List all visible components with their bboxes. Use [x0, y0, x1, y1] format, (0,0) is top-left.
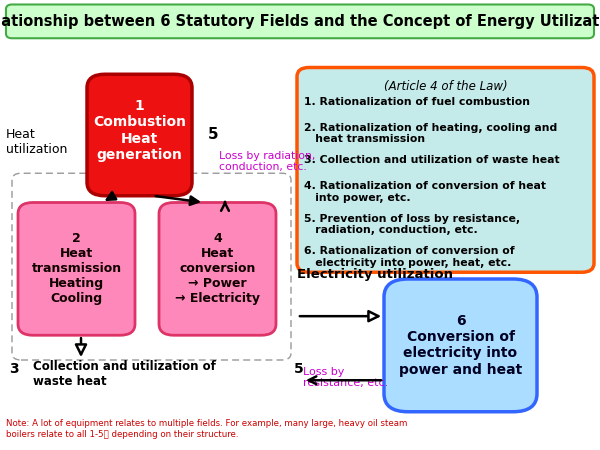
Text: 5: 5 [294, 362, 304, 376]
Text: Relationship between 6 Statutory Fields and the Concept of Energy Utilization: Relationship between 6 Statutory Fields … [0, 14, 600, 29]
FancyBboxPatch shape [297, 68, 594, 272]
Text: 4. Rationalization of conversion of heat
   into power, etc.: 4. Rationalization of conversion of heat… [304, 181, 546, 203]
Text: 1
Combustion
Heat
generation: 1 Combustion Heat generation [93, 99, 186, 162]
FancyBboxPatch shape [384, 279, 537, 412]
FancyBboxPatch shape [18, 202, 135, 335]
Text: Electricity utilization: Electricity utilization [297, 268, 453, 281]
Text: 5: 5 [208, 127, 218, 142]
Text: Note: A lot of equipment relates to multiple fields. For example, many large, he: Note: A lot of equipment relates to mult… [6, 419, 407, 439]
Text: Loss by
resistance, etc.: Loss by resistance, etc. [303, 367, 388, 388]
FancyBboxPatch shape [159, 202, 276, 335]
FancyBboxPatch shape [6, 4, 594, 38]
Text: Loss by radiation,
conduction, etc.: Loss by radiation, conduction, etc. [219, 151, 316, 172]
Text: Heat
utilization: Heat utilization [6, 128, 67, 156]
Text: (Article 4 of the Law): (Article 4 of the Law) [383, 80, 508, 93]
Text: 4
Heat
conversion
→ Power
→ Electricity: 4 Heat conversion → Power → Electricity [175, 232, 260, 306]
Text: 3. Collection and utilization of waste heat: 3. Collection and utilization of waste h… [304, 155, 560, 165]
Text: Collection and utilization of
waste heat: Collection and utilization of waste heat [33, 360, 216, 388]
Text: 5. Prevention of loss by resistance,
   radiation, conduction, etc.: 5. Prevention of loss by resistance, rad… [304, 214, 520, 235]
Text: 6. Rationalization of conversion of
   electricity into power, heat, etc.: 6. Rationalization of conversion of elec… [304, 246, 515, 268]
Text: 1. Rationalization of fuel combustion: 1. Rationalization of fuel combustion [304, 97, 530, 107]
Text: 3: 3 [9, 362, 19, 376]
Text: 2
Heat
transmission
Heating
Cooling: 2 Heat transmission Heating Cooling [31, 232, 122, 306]
Text: 2. Rationalization of heating, cooling and
   heat transmission: 2. Rationalization of heating, cooling a… [304, 123, 557, 144]
Text: 6
Conversion of
electricity into
power and heat: 6 Conversion of electricity into power a… [399, 314, 522, 377]
FancyBboxPatch shape [87, 74, 192, 196]
